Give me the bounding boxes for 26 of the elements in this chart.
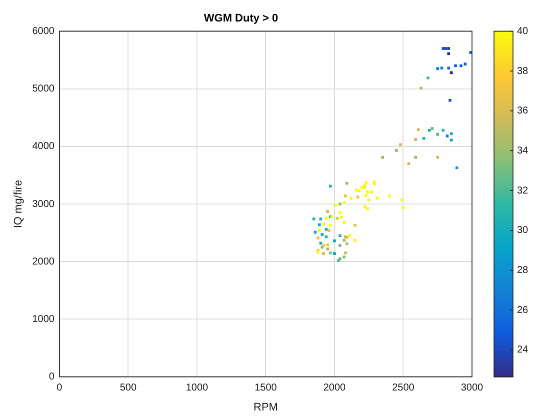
color-bar-label: 40 xyxy=(517,26,529,37)
x-tick-label: 1500 xyxy=(254,382,278,394)
chart-title: WGM Duty > 0 xyxy=(204,12,278,25)
y-tick-label: 6000 xyxy=(32,26,55,37)
x-tick-label: 2000 xyxy=(323,382,346,394)
y-tick-label: 3000 xyxy=(32,198,55,210)
x-tick-label: 3000 xyxy=(460,382,484,394)
y-tick-label: 0 xyxy=(48,372,55,383)
color-bar-label: 32 xyxy=(517,185,529,196)
color-bar-label: 34 xyxy=(517,145,529,156)
color-bar-label: 36 xyxy=(517,106,529,117)
y-tick-label: 2000 xyxy=(32,256,55,268)
x-tick-label: 0 xyxy=(56,382,63,394)
y-tick-label: 1000 xyxy=(32,314,55,325)
color-bar-label: 26 xyxy=(517,304,529,316)
color-bar-label: 28 xyxy=(517,264,529,276)
y-tick-label: 4000 xyxy=(32,141,55,152)
x-tick-label: 1000 xyxy=(186,382,209,394)
y-tick-label: 5000 xyxy=(32,84,55,95)
color-bar-label: 38 xyxy=(517,66,529,77)
x-tick-label: 500 xyxy=(120,382,137,394)
y-axis-title: IQ mg/fire xyxy=(12,180,25,228)
color-bar-label: 24 xyxy=(517,344,529,356)
x-axis-title: RPM xyxy=(253,401,278,414)
x-tick-label: 2500 xyxy=(392,382,415,394)
color-bar-label: 30 xyxy=(517,225,529,236)
